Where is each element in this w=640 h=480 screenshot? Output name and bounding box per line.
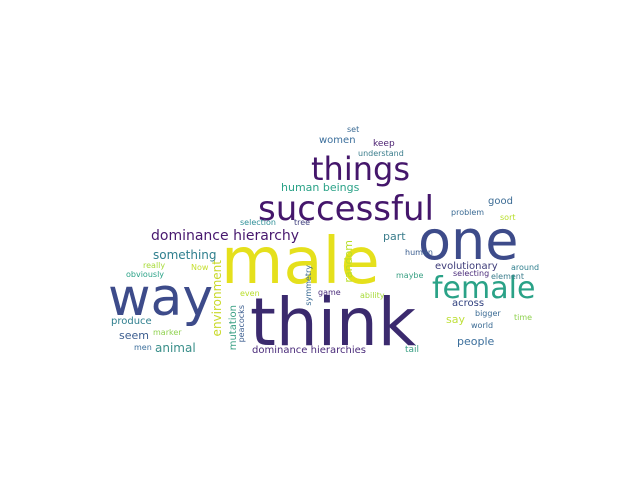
word-women: women	[319, 135, 356, 146]
word-across: across	[452, 298, 485, 309]
word-random: random	[342, 240, 355, 283]
word-successful: successful	[258, 189, 434, 229]
word-human-beings: human beings	[281, 181, 360, 194]
word-understand: understand	[358, 149, 404, 158]
word-around: around	[511, 263, 540, 272]
word-evolutionary: evolutionary	[435, 261, 498, 272]
word-even: even	[240, 289, 260, 298]
word-really: really	[143, 261, 166, 270]
word-dominance-hierarchies: dominance hierarchies	[252, 345, 366, 356]
word-selecting: selecting	[453, 269, 490, 278]
word-men: men	[134, 343, 152, 352]
word-way: way	[108, 268, 214, 328]
word-seem: seem	[119, 329, 149, 342]
word-tree: tree	[294, 218, 311, 227]
word-set: set	[347, 125, 360, 134]
word-say: say	[446, 313, 465, 326]
word-now: Now	[191, 263, 209, 272]
word-marker: marker	[153, 328, 182, 337]
word-dominance-hierarchy: dominance hierarchy	[151, 228, 300, 244]
word-animal: animal	[155, 341, 196, 355]
word-part: part	[383, 230, 406, 243]
word-keep: keep	[373, 139, 395, 149]
word-selection: selection	[240, 218, 276, 227]
word-human: human	[405, 248, 433, 257]
word-world: world	[471, 321, 494, 330]
word-ability: ability	[360, 291, 385, 300]
word-peacocks: peacocks	[237, 305, 246, 343]
word-game: game	[318, 288, 341, 297]
word-sort: sort	[500, 213, 516, 222]
word-things: things	[311, 150, 410, 188]
word-bigger: bigger	[475, 309, 501, 318]
word-maybe: maybe	[396, 271, 424, 280]
word-time: time	[514, 313, 533, 322]
word-male: male	[221, 225, 380, 299]
word-obviously: obviously	[126, 270, 165, 279]
word-good: good	[488, 196, 513, 207]
word-something: something	[153, 248, 217, 262]
word-environment: environment	[210, 260, 224, 337]
word-produce: produce	[111, 316, 152, 327]
word-problem: problem	[451, 208, 485, 217]
word-think: think	[250, 284, 417, 361]
word-tail: tail	[405, 345, 420, 355]
word-people: people	[457, 335, 495, 348]
word-element: element	[491, 272, 524, 281]
word-one: one	[418, 209, 519, 272]
word-symmetry: symmetry	[304, 265, 313, 306]
word-female: female	[432, 271, 536, 306]
